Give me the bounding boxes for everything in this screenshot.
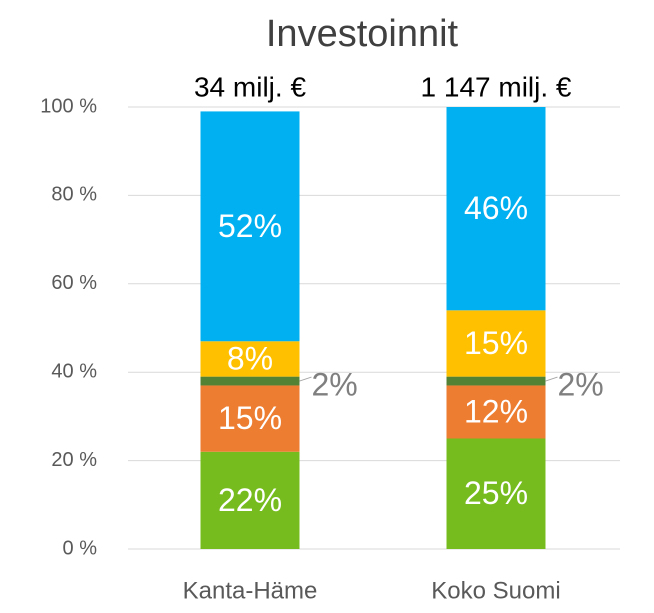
value-label: 15% — [218, 400, 282, 436]
bar-segment — [200, 376, 300, 386]
total-label: 1 147 milj. € — [421, 71, 572, 102]
value-label: 15% — [464, 325, 528, 361]
value-label: 2% — [558, 366, 604, 402]
value-label: 22% — [218, 482, 282, 518]
bar-segment — [446, 385, 546, 439]
value-label: 25% — [464, 475, 528, 511]
y-tick-label: 40 % — [51, 360, 97, 382]
value-label: 2% — [312, 366, 358, 402]
value-label: 46% — [464, 190, 528, 226]
bar-segment — [200, 451, 300, 549]
leader-line — [545, 376, 558, 382]
y-tick-label: 100 % — [40, 95, 97, 117]
y-tick-label: 0 % — [63, 537, 98, 559]
bar-segment — [446, 107, 546, 311]
bar-segment — [200, 111, 300, 342]
x-tick-label: Koko Suomi — [431, 577, 560, 604]
value-label: 12% — [464, 393, 528, 429]
value-label: 8% — [227, 340, 273, 376]
bar-segment — [446, 438, 546, 549]
total-label: 34 milj. € — [194, 71, 306, 102]
x-tick-label: Kanta-Häme — [183, 577, 318, 604]
chart-title: Investoinnit — [266, 13, 459, 55]
bar-segment — [200, 385, 300, 452]
y-tick-label: 80 % — [51, 184, 97, 206]
y-tick-label: 20 % — [51, 449, 97, 471]
value-label: 52% — [218, 208, 282, 244]
bar-segment — [446, 376, 546, 386]
y-tick-label: 60 % — [51, 272, 97, 294]
leader-line — [299, 376, 312, 382]
bar-segment — [446, 310, 546, 377]
bar-segment — [200, 341, 300, 377]
